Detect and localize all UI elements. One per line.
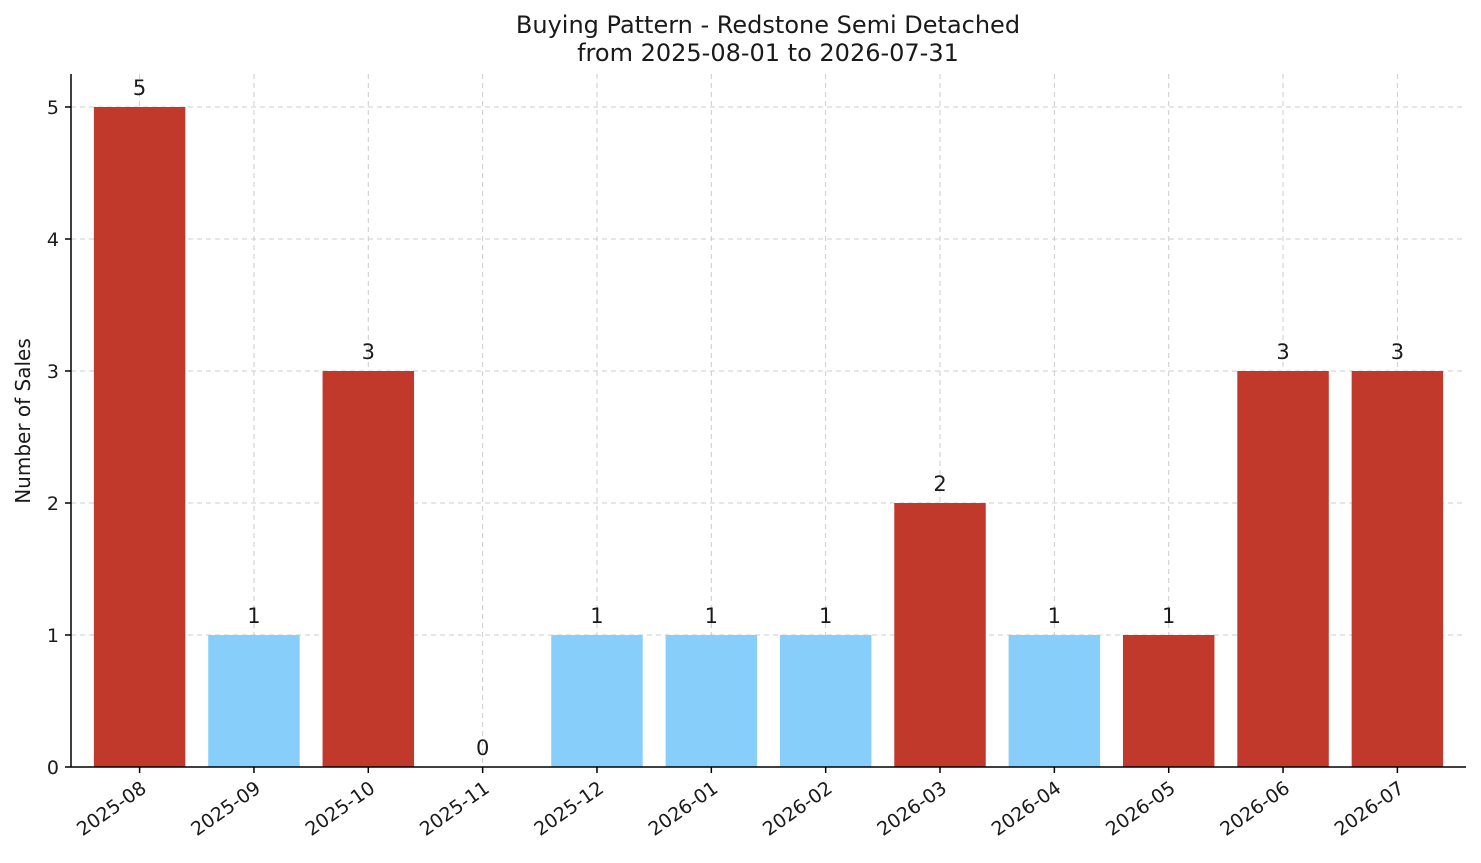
- chart-title: Buying Pattern - Redstone Semi Detached: [516, 11, 1020, 39]
- y-tick-label: 2: [47, 493, 59, 515]
- bar: [1008, 635, 1101, 767]
- x-tick-label: 2026-07: [1331, 777, 1409, 841]
- bar: [1237, 371, 1329, 767]
- bar: [894, 503, 986, 767]
- x-tick-label: 2026-05: [1102, 777, 1180, 841]
- y-axis-label: Number of Sales: [11, 338, 35, 504]
- bar-value-label: 5: [133, 76, 146, 100]
- x-tick-label: 2026-06: [1216, 777, 1294, 841]
- y-tick-label: 3: [47, 361, 59, 383]
- bar-value-label: 1: [247, 604, 260, 628]
- x-tick-label: 2025-08: [73, 777, 151, 841]
- bar: [208, 635, 300, 767]
- x-tick-label: 2026-02: [759, 777, 837, 841]
- y-tick-label: 0: [47, 757, 59, 779]
- bar-value-label: 1: [819, 604, 832, 628]
- bar: [665, 635, 758, 767]
- bar: [779, 635, 872, 767]
- bar-value-label: 3: [362, 340, 375, 364]
- x-tick-label: 2025-09: [187, 777, 265, 841]
- axes: [65, 74, 1466, 773]
- y-tick-label: 1: [47, 625, 59, 647]
- y-tick-label: 4: [47, 229, 59, 251]
- bar: [93, 107, 186, 767]
- bar: [551, 635, 643, 767]
- bar-value-label: 3: [1276, 340, 1289, 364]
- bar-value-label: 1: [590, 604, 603, 628]
- bar-value-label: 1: [1048, 604, 1061, 628]
- bar: [1351, 371, 1444, 767]
- x-tick-label: 2025-11: [416, 777, 494, 841]
- bar-value-label: 0: [476, 736, 489, 760]
- x-tick-label: 2025-10: [302, 777, 380, 841]
- chart-subtitle: from 2025-08-01 to 2026-07-31: [577, 39, 959, 67]
- bar-value-label: 3: [1391, 340, 1404, 364]
- x-tick-label: 2026-03: [873, 777, 951, 841]
- bar: [1122, 635, 1215, 767]
- bar-value-label: 1: [705, 604, 718, 628]
- x-tick-label: 2026-04: [988, 777, 1066, 841]
- bars: [93, 107, 1444, 767]
- bar-value-label: 2: [933, 472, 946, 496]
- x-tick-label: 2025-12: [530, 777, 608, 841]
- bar-value-label: 1: [1162, 604, 1175, 628]
- x-tick-label: 2026-01: [645, 777, 723, 841]
- bar: [322, 371, 415, 767]
- y-tick-label: 5: [47, 97, 59, 119]
